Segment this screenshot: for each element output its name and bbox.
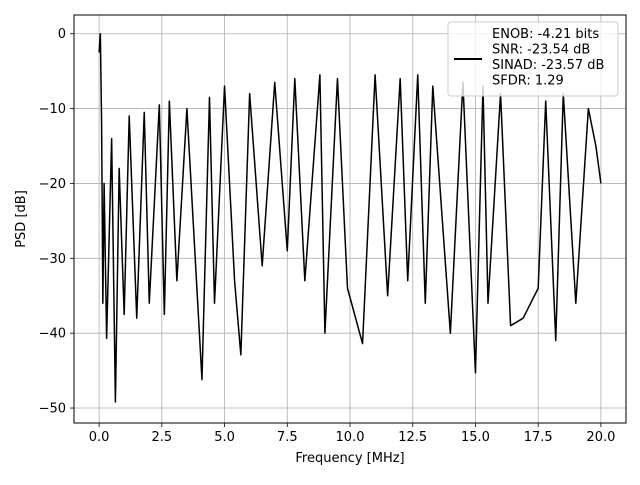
x-tick-label: 15.0: [461, 430, 490, 445]
y-tick-label: −30: [39, 252, 66, 267]
legend-sfdr-text: SFDR: 1.29: [492, 74, 564, 89]
legend-sinad-text: SINAD: -23.57 dB: [492, 58, 604, 73]
y-axis-label: PSD [dB]: [14, 190, 29, 248]
y-tick-label: −20: [39, 177, 66, 192]
psd-series-line: [98, 32, 602, 403]
x-tick-label: 10.0: [336, 430, 365, 445]
y-tick-label: −10: [39, 102, 66, 117]
x-tick-label: 12.5: [398, 430, 427, 445]
y-tick-label: −40: [39, 327, 66, 342]
x-tick-label: 7.5: [277, 430, 298, 445]
y-axis-ticks: 0 −10 −20 −30 −40 −50: [39, 27, 74, 417]
x-tick-label: 2.5: [151, 430, 172, 445]
legend-box: [447, 21, 619, 97]
legend-snr-text: SNR: -23.54 dB: [492, 43, 590, 58]
series-layer: [98, 32, 602, 403]
x-axis-label: Frequency [MHz]: [295, 451, 404, 466]
x-tick-label: 17.5: [524, 430, 553, 445]
y-tick-label: 0: [58, 27, 66, 42]
legend: ENOB: -4.21 bits SNR: -23.54 dB SINAD: -…: [447, 21, 619, 97]
legend-enob-text: ENOB: -4.21 bits: [492, 27, 599, 42]
y-tick-label: −50: [39, 402, 66, 417]
x-tick-label: 20.0: [586, 430, 615, 445]
x-tick-label: 0.0: [89, 430, 110, 445]
x-tick-label: 5.0: [214, 430, 235, 445]
x-axis-ticks: 0.0 2.5 5.0 7.5 10.0 12.5 15.0 17.5 20.0: [89, 423, 615, 445]
